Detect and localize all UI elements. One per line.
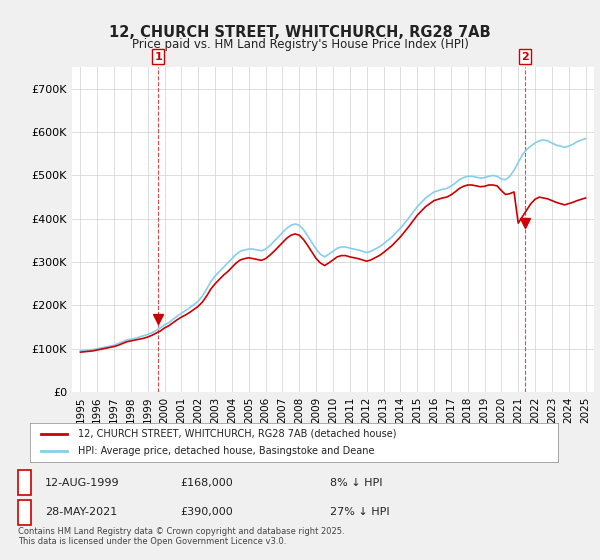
Text: HPI: Average price, detached house, Basingstoke and Deane: HPI: Average price, detached house, Basi…: [77, 446, 374, 456]
Text: Price paid vs. HM Land Registry's House Price Index (HPI): Price paid vs. HM Land Registry's House …: [131, 38, 469, 51]
Text: £168,000: £168,000: [180, 478, 233, 488]
Text: 8% ↓ HPI: 8% ↓ HPI: [330, 478, 383, 488]
Text: 1: 1: [154, 52, 162, 62]
Text: Contains HM Land Registry data © Crown copyright and database right 2025.
This d: Contains HM Land Registry data © Crown c…: [18, 526, 344, 546]
Text: 28-MAY-2021: 28-MAY-2021: [45, 507, 117, 517]
Text: 12, CHURCH STREET, WHITCHURCH, RG28 7AB: 12, CHURCH STREET, WHITCHURCH, RG28 7AB: [109, 25, 491, 40]
Text: 12, CHURCH STREET, WHITCHURCH, RG28 7AB (detached house): 12, CHURCH STREET, WHITCHURCH, RG28 7AB …: [77, 429, 396, 439]
Text: 27% ↓ HPI: 27% ↓ HPI: [330, 507, 389, 517]
Text: £390,000: £390,000: [180, 507, 233, 517]
Text: 2: 2: [21, 507, 28, 517]
Text: 1: 1: [21, 478, 28, 488]
Text: 12-AUG-1999: 12-AUG-1999: [45, 478, 119, 488]
Text: 2: 2: [521, 52, 529, 62]
